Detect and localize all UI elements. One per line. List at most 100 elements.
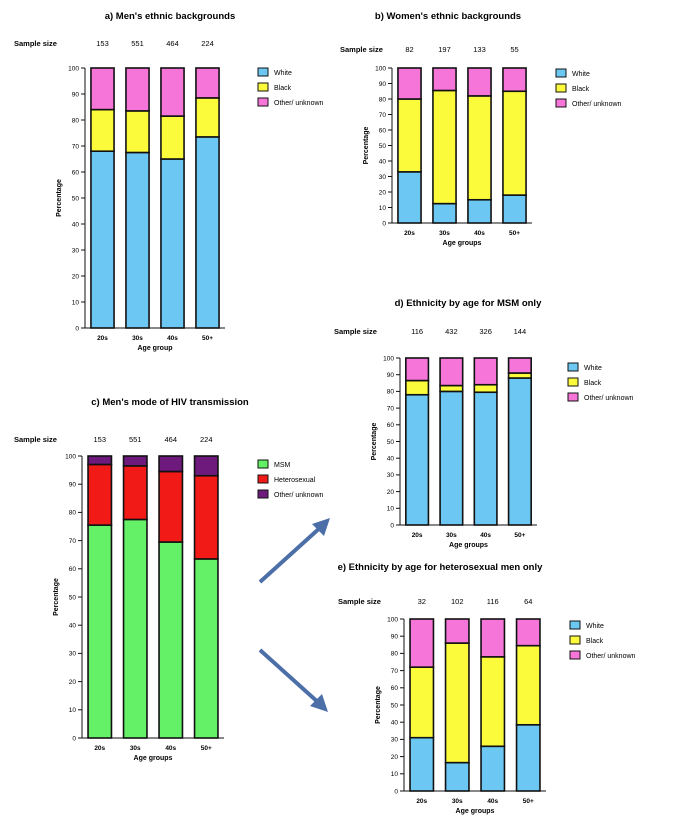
bar-segment [467, 67, 492, 97]
y-tick-label: 90 [72, 91, 80, 98]
sample-size-value: 32 [418, 597, 426, 606]
y-tick-label: 90 [391, 634, 399, 641]
legend-swatch [567, 377, 579, 387]
y-tick-label: 50 [379, 143, 387, 150]
x-tick-label: 50+ [202, 335, 213, 342]
x-tick-label: 40s [480, 532, 491, 539]
bar-segment [125, 151, 150, 329]
bar-segment [90, 67, 115, 111]
y-tick-label: 100 [68, 65, 79, 72]
y-tick-label: 50 [387, 439, 395, 446]
y-tick-label: 10 [391, 771, 399, 778]
x-tick-label: 40s [165, 745, 176, 752]
bar-segment [473, 357, 498, 386]
y-tick-label: 0 [75, 325, 79, 332]
legend-swatch [569, 650, 581, 660]
y-tick-label: 100 [387, 616, 398, 623]
arrow-to-panel-e [258, 648, 322, 706]
bar-segment [467, 198, 492, 224]
bar-segment [515, 618, 541, 647]
x-tick-label: 30s [446, 532, 457, 539]
y-tick-label: 0 [72, 735, 76, 742]
sample-size-label: Sample size [334, 327, 377, 336]
chart-title: e) Ethnicity by age for heterosexual men… [338, 562, 544, 573]
sample-size-value: 153 [96, 39, 109, 48]
bar-segment [480, 745, 506, 792]
y-tick-label: 10 [69, 707, 77, 714]
x-axis-label: Age groups [443, 240, 482, 247]
bar-segment [397, 67, 422, 100]
y-tick-label: 80 [69, 510, 77, 517]
y-tick-label: 30 [391, 737, 399, 744]
y-tick-label: 20 [72, 273, 80, 280]
y-axis-label: Percentage [53, 578, 60, 616]
y-tick-label: 60 [391, 685, 399, 692]
y-tick-label: 70 [72, 143, 80, 150]
y-tick-label: 50 [72, 195, 80, 202]
legend-label: White [274, 70, 292, 77]
sample-size-value: 326 [479, 327, 492, 336]
bar-segment [473, 383, 498, 394]
bar-segment [122, 455, 148, 467]
bar-segment [507, 357, 532, 374]
y-axis-label: Percentage [375, 686, 382, 724]
bar-segment [480, 618, 506, 658]
y-tick-label: 40 [69, 623, 77, 630]
legend-swatch [257, 97, 269, 107]
sample-size-label: Sample size [338, 597, 381, 606]
legend-swatch [569, 635, 581, 645]
x-tick-label: 20s [416, 798, 427, 805]
y-tick-label: 50 [391, 702, 399, 709]
bar-segment [444, 618, 470, 644]
y-tick-label: 50 [69, 594, 77, 601]
x-tick-label: 30s [132, 335, 143, 342]
sample-size-value: 197 [438, 45, 451, 54]
y-axis-label: Percentage [371, 423, 378, 461]
y-tick-label: 100 [65, 453, 76, 460]
legend-label: Black [586, 638, 604, 645]
legend-label: Black [584, 380, 602, 387]
bar-segment [158, 470, 184, 543]
sample-size-value: 464 [164, 435, 177, 444]
bar-segment [409, 618, 435, 668]
bar-segment [439, 357, 464, 387]
y-tick-label: 60 [387, 422, 395, 429]
bar-segment [507, 377, 532, 526]
y-tick-label: 70 [379, 112, 387, 119]
bar-segment [480, 656, 506, 748]
y-tick-label: 80 [379, 96, 387, 103]
legend-swatch [257, 459, 269, 469]
y-tick-label: 100 [383, 355, 394, 362]
bar-segment [467, 95, 492, 201]
sample-size-label: Sample size [14, 39, 57, 48]
bar-segment [515, 644, 541, 726]
y-tick-label: 0 [382, 220, 386, 227]
bar-segment [195, 67, 220, 99]
x-tick-label: 40s [167, 335, 178, 342]
sample-size-value: 116 [411, 327, 423, 336]
legend-label: Black [572, 86, 590, 93]
bar-segment [158, 455, 184, 473]
x-tick-label: 50+ [201, 745, 212, 752]
bar-segment [90, 108, 115, 152]
legend-swatch [555, 83, 567, 93]
chart-title: b) Women's ethnic backgrounds [375, 11, 521, 22]
bar-segment [473, 391, 498, 526]
sample-size-label: Sample size [14, 435, 57, 444]
bar-segment [405, 379, 430, 396]
legend-label: White [584, 365, 602, 372]
x-tick-label: 30s [130, 745, 141, 752]
bar-segment [122, 465, 148, 521]
y-tick-label: 0 [390, 522, 394, 529]
bar-segment [87, 455, 113, 466]
legend-label: Other/ unknown [584, 395, 634, 402]
sample-size-value: 224 [201, 39, 214, 48]
legend-swatch [555, 98, 567, 108]
legend-swatch [567, 392, 579, 402]
bar-segment [444, 642, 470, 764]
sample-size-value: 144 [514, 327, 527, 336]
bar-segment [193, 558, 219, 739]
panel-c-mens-mode-of-hiv-transmission: c) Men's mode of HIV transmission Sample … [0, 390, 350, 770]
y-tick-label: 20 [391, 754, 399, 761]
y-tick-label: 60 [69, 566, 77, 573]
